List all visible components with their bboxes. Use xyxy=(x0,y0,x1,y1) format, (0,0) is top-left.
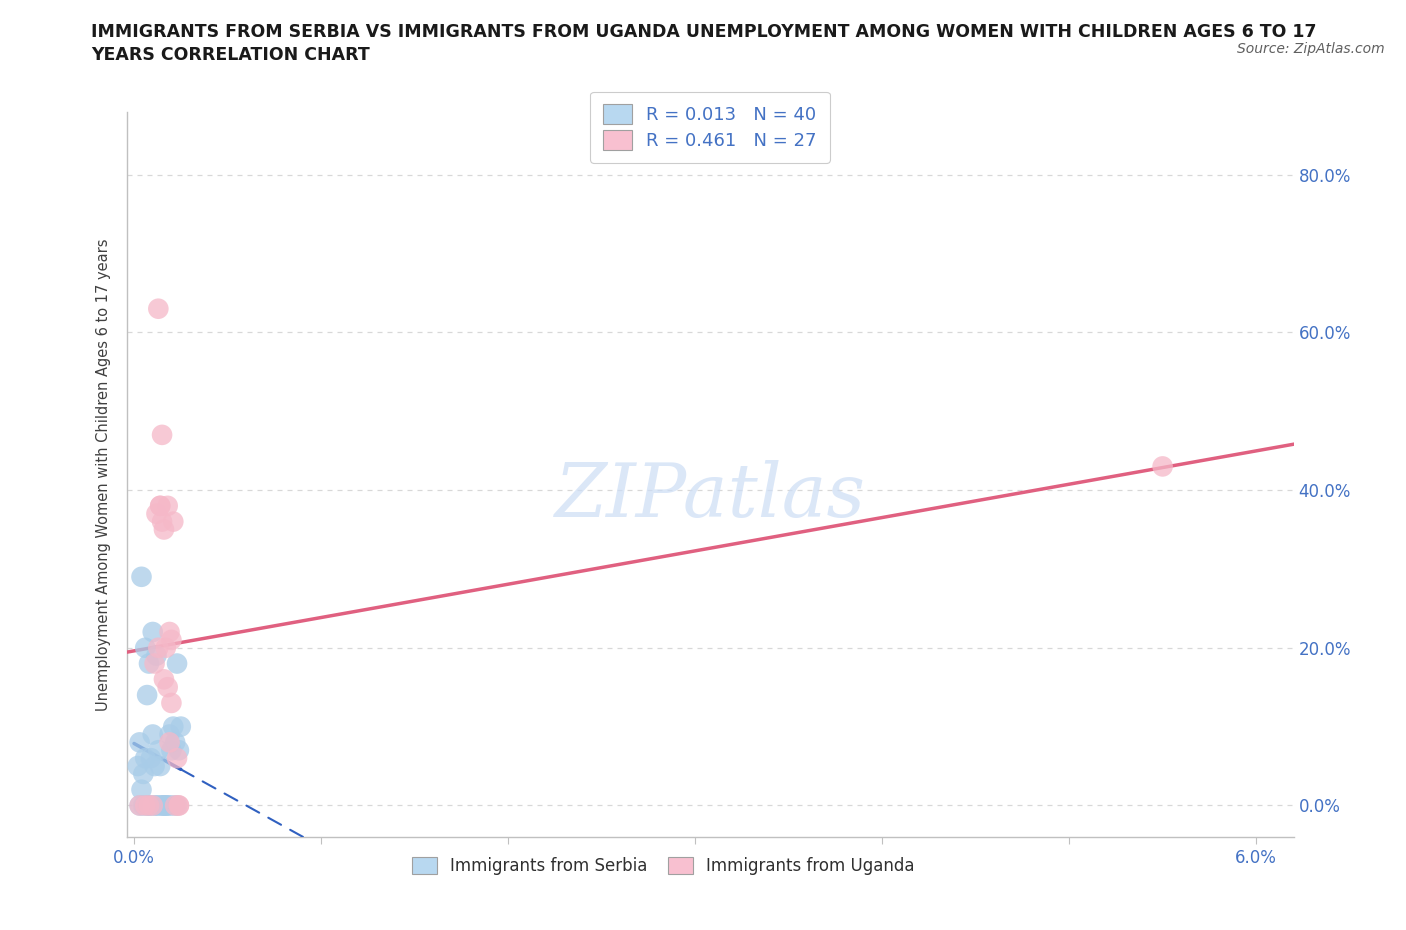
Point xyxy=(156,680,179,695)
Point xyxy=(145,648,167,663)
Point xyxy=(149,759,172,774)
Point xyxy=(153,522,176,537)
Point xyxy=(165,735,187,750)
Point xyxy=(165,798,187,813)
Point xyxy=(136,798,159,813)
Point xyxy=(156,498,179,513)
Point xyxy=(131,569,153,584)
Point xyxy=(142,727,165,742)
Point xyxy=(134,641,156,656)
Point xyxy=(149,498,172,513)
Point xyxy=(162,798,184,813)
Legend: Immigrants from Serbia, Immigrants from Uganda: Immigrants from Serbia, Immigrants from … xyxy=(404,848,922,884)
Text: ZIPatlas: ZIPatlas xyxy=(554,459,866,532)
Point xyxy=(159,727,181,742)
Point xyxy=(138,798,160,813)
Point xyxy=(155,798,177,813)
Point xyxy=(143,759,166,774)
Point xyxy=(159,798,181,813)
Point xyxy=(156,798,179,813)
Point xyxy=(167,743,190,758)
Text: Source: ZipAtlas.com: Source: ZipAtlas.com xyxy=(1237,42,1385,56)
Point xyxy=(150,798,173,813)
Point xyxy=(148,641,170,656)
Point xyxy=(148,301,170,316)
Point xyxy=(139,751,162,765)
Point xyxy=(142,798,165,813)
Point xyxy=(160,743,183,758)
Point xyxy=(150,514,173,529)
Point xyxy=(139,798,162,813)
Point xyxy=(160,696,183,711)
Point xyxy=(162,719,184,734)
Point xyxy=(166,751,188,765)
Point xyxy=(148,743,170,758)
Point xyxy=(166,798,188,813)
Point xyxy=(150,428,173,443)
Point xyxy=(167,798,190,813)
Point xyxy=(128,735,150,750)
Point xyxy=(145,506,167,521)
Point xyxy=(128,798,150,813)
Point xyxy=(155,641,177,656)
Point xyxy=(153,798,176,813)
Point xyxy=(142,625,165,640)
Point xyxy=(143,656,166,671)
Y-axis label: Unemployment Among Women with Children Ages 6 to 17 years: Unemployment Among Women with Children A… xyxy=(96,238,111,711)
Point xyxy=(153,671,176,686)
Point xyxy=(162,514,184,529)
Point xyxy=(132,766,155,781)
Point xyxy=(167,798,190,813)
Point xyxy=(160,632,183,647)
Point xyxy=(132,798,155,813)
Text: IMMIGRANTS FROM SERBIA VS IMMIGRANTS FROM UGANDA UNEMPLOYMENT AMONG WOMEN WITH C: IMMIGRANTS FROM SERBIA VS IMMIGRANTS FRO… xyxy=(91,23,1317,41)
Point xyxy=(131,782,153,797)
Point xyxy=(128,798,150,813)
Point xyxy=(149,498,172,513)
Point xyxy=(127,759,149,774)
Point xyxy=(170,719,193,734)
Point xyxy=(143,798,166,813)
Point xyxy=(145,798,167,813)
Point xyxy=(159,625,181,640)
Point xyxy=(134,751,156,765)
Point xyxy=(166,656,188,671)
Point xyxy=(138,656,160,671)
Point xyxy=(136,687,159,702)
Point xyxy=(138,798,160,813)
Point xyxy=(159,735,181,750)
Point xyxy=(148,798,170,813)
Text: YEARS CORRELATION CHART: YEARS CORRELATION CHART xyxy=(91,46,370,64)
Point xyxy=(134,798,156,813)
Point xyxy=(150,798,173,813)
Point xyxy=(155,798,177,813)
Point xyxy=(1152,459,1174,474)
